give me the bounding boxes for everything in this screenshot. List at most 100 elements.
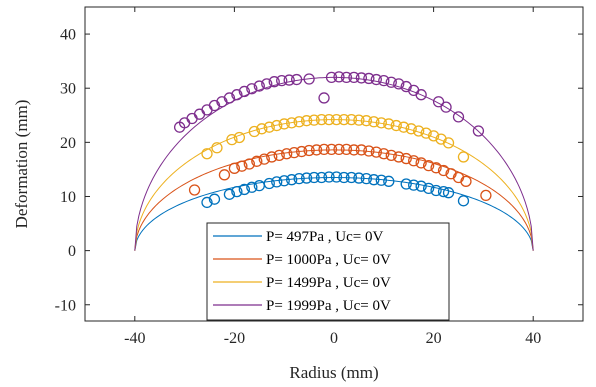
data-point — [385, 149, 397, 161]
data-point — [231, 185, 243, 198]
data-point — [211, 142, 223, 154]
data-point — [223, 188, 236, 200]
data-point — [308, 171, 320, 184]
data-point — [355, 144, 368, 156]
data-point — [268, 76, 280, 88]
data-point — [338, 113, 350, 126]
data-point — [345, 171, 358, 184]
y-tick-label: 20 — [60, 135, 76, 152]
data-point — [238, 183, 251, 196]
legend: P= 497Pa , Uc= 0V P= 1000Pa , Uc= 0V P= 14… — [206, 222, 450, 321]
data-point — [408, 179, 420, 191]
data-point — [258, 153, 270, 165]
data-point — [315, 113, 328, 126]
data-point — [437, 185, 450, 198]
data-point — [338, 171, 350, 184]
data-point — [286, 117, 298, 129]
data-point — [472, 125, 485, 137]
data-point — [201, 196, 213, 209]
data-points — [173, 71, 492, 209]
data-point — [276, 74, 288, 87]
data-point — [345, 113, 358, 126]
data-point — [390, 119, 402, 132]
data-point — [422, 159, 435, 172]
data-point — [348, 71, 360, 84]
data-point — [325, 143, 338, 156]
data-point — [330, 171, 343, 183]
data-point — [271, 119, 283, 132]
data-point — [415, 89, 427, 101]
data-point — [420, 127, 432, 139]
data-point — [442, 187, 455, 199]
y-tick-label: 40 — [60, 27, 76, 44]
x-tick-label: 40 — [525, 330, 541, 347]
data-point — [452, 111, 465, 123]
data-point — [348, 144, 360, 156]
data-point — [363, 145, 375, 157]
y-tick-label: 30 — [60, 81, 76, 98]
data-point — [283, 74, 295, 86]
data-point — [188, 184, 201, 196]
data-point — [266, 151, 278, 163]
data-point — [295, 145, 308, 158]
data-point — [236, 160, 248, 172]
legend-label: P= 1999Pa , Uc= 0V — [266, 298, 391, 314]
data-point — [398, 121, 410, 133]
data-point — [271, 176, 283, 188]
data-point — [457, 195, 470, 207]
data-point — [323, 171, 335, 183]
data-point — [290, 73, 303, 86]
x-tick-label: -20 — [224, 330, 245, 347]
data-point — [315, 171, 328, 184]
data-point — [375, 117, 387, 129]
data-point — [340, 71, 353, 84]
data-point — [353, 114, 365, 126]
data-point — [400, 178, 412, 190]
data-point — [333, 143, 345, 156]
data-point — [323, 113, 335, 126]
data-point — [363, 72, 375, 85]
data-point — [278, 118, 290, 130]
data-point — [318, 143, 330, 156]
data-point — [437, 164, 450, 177]
data-point — [281, 148, 293, 160]
data-point — [263, 121, 275, 133]
data-point — [231, 89, 243, 101]
data-point — [430, 162, 442, 174]
data-point — [370, 146, 382, 158]
data-point — [263, 177, 275, 190]
data-point — [293, 172, 305, 185]
data-point — [246, 83, 258, 95]
x-tick-label: 20 — [426, 330, 442, 347]
data-point — [430, 184, 442, 197]
y-tick-label: -10 — [55, 297, 76, 314]
data-point — [340, 143, 353, 156]
data-point — [383, 118, 395, 130]
y-axis-label: Deformation (mm) — [12, 100, 31, 229]
data-point — [238, 85, 251, 98]
data-point — [223, 92, 236, 104]
data-point — [325, 71, 338, 84]
data-point — [246, 181, 258, 193]
data-point — [393, 78, 405, 90]
y-tick-label: 10 — [60, 189, 76, 206]
y-tick-label: 0 — [68, 243, 76, 260]
data-point — [480, 189, 492, 202]
x-tick-label: 0 — [330, 330, 338, 347]
data-point — [368, 116, 380, 128]
data-point — [375, 174, 387, 186]
data-point — [432, 96, 445, 108]
data-point — [256, 123, 268, 135]
data-point — [318, 92, 330, 104]
data-point — [400, 152, 412, 165]
data-point — [218, 169, 231, 181]
data-point — [303, 73, 315, 85]
data-point — [251, 155, 263, 167]
data-point — [422, 182, 435, 195]
data-point — [308, 114, 320, 126]
data-point — [243, 158, 255, 170]
data-point — [300, 172, 313, 184]
data-point — [253, 80, 265, 92]
data-point — [378, 74, 390, 87]
